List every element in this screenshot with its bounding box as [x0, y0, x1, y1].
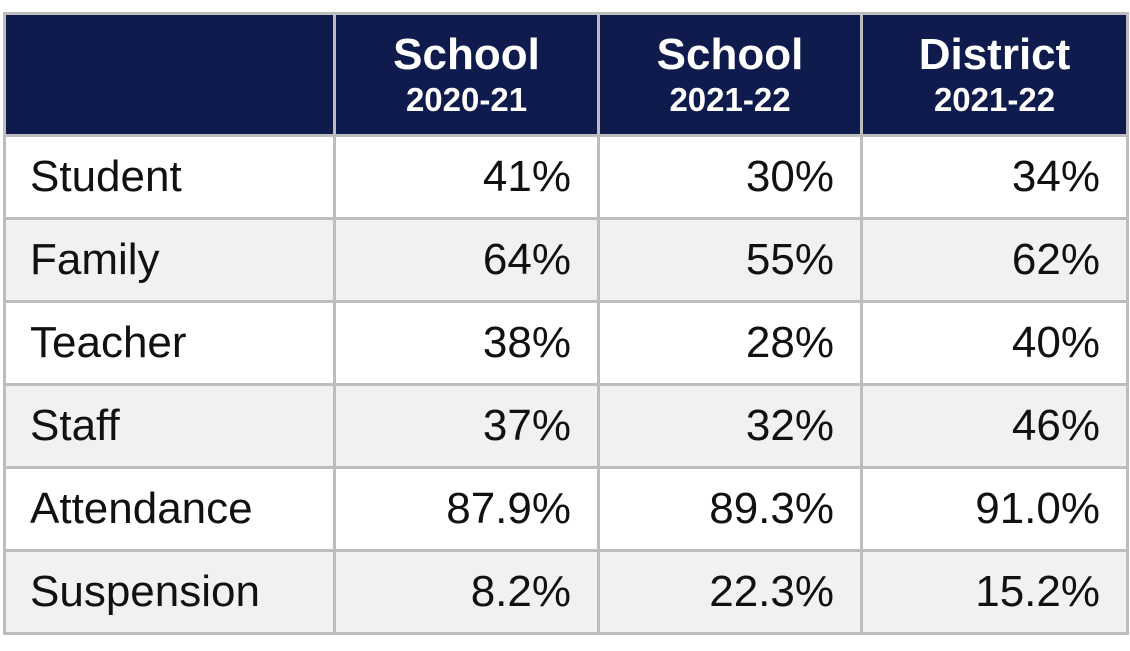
header-row: School 2020-21 School 2021-22 District 2021-2… — [3, 12, 1129, 137]
cell-value: 64% — [333, 217, 600, 303]
row-label: Teacher — [3, 300, 336, 386]
header-line: School — [393, 30, 540, 80]
row-label: Staff — [3, 383, 336, 469]
cell-value: 34% — [860, 134, 1129, 220]
header-corner — [3, 12, 336, 137]
cell-value: 89.3% — [597, 466, 863, 552]
column-header: School 2020-21 — [333, 12, 600, 137]
table-row: Suspension 8.2% 22.3% 15.2% — [3, 549, 1129, 635]
cell-value: 55% — [597, 217, 863, 303]
data-table: School 2020-21 School 2021-22 District 2021-2… — [3, 12, 1129, 635]
row-label: Student — [3, 134, 336, 220]
cell-value: 15.2% — [860, 549, 1129, 635]
column-header: School 2021-22 — [597, 12, 863, 137]
cell-value: 30% — [597, 134, 863, 220]
table-row: Family 64% 55% 62% — [3, 217, 1129, 303]
header-subline: 2021-22 — [669, 80, 791, 118]
row-label: Attendance — [3, 466, 336, 552]
cell-value: 91.0% — [860, 466, 1129, 552]
header-line: School — [656, 30, 804, 80]
cell-value: 38% — [333, 300, 600, 386]
cell-value: 32% — [597, 383, 863, 469]
table-row: Student 41% 30% 34% — [3, 134, 1129, 220]
header-line: District — [918, 30, 1071, 80]
header-subline: 2021-22 — [933, 80, 1056, 118]
row-label: Family — [3, 217, 336, 303]
cell-value: 62% — [860, 217, 1129, 303]
cell-value: 37% — [333, 383, 600, 469]
cell-value: 46% — [860, 383, 1129, 469]
table-row: Teacher 38% 28% 40% — [3, 300, 1129, 386]
header-subline: 2020-21 — [405, 80, 528, 118]
cell-value: 87.9% — [333, 466, 600, 552]
cell-value: 41% — [333, 134, 600, 220]
cell-value: 28% — [597, 300, 863, 386]
row-label: Suspension — [3, 549, 336, 635]
table-row: Staff 37% 32% 46% — [3, 383, 1129, 469]
cell-value: 40% — [860, 300, 1129, 386]
column-header: District 2021-22 — [860, 12, 1129, 137]
cell-value: 22.3% — [597, 549, 863, 635]
table-row: Attendance 87.9% 89.3% 91.0% — [3, 466, 1129, 552]
cell-value: 8.2% — [333, 549, 600, 635]
table-body: Student 41% 30% 34% Family 64% 55% 62% Teacher 38… — [3, 134, 1129, 635]
